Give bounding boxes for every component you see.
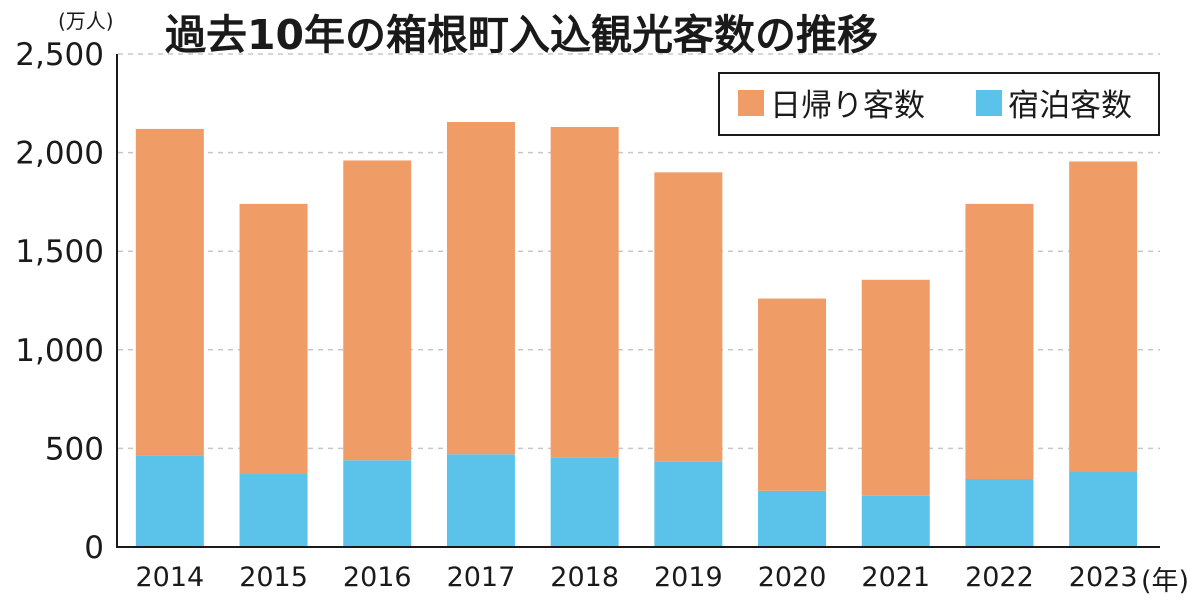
y-tick-label: 2,000 [15,136,104,172]
x-tick-label: 2017 [447,562,516,593]
y-tick-label: 500 [45,431,104,467]
x-tick-label: 2014 [135,562,204,593]
bar-segment [758,298,827,491]
bar-segment [965,203,1034,479]
x-tick-label: 2023 [1069,562,1138,593]
bar-segment [239,474,308,547]
bar-segment [135,128,204,456]
bar-segment [343,460,412,547]
y-tick-label: 1,500 [15,234,104,270]
bar-segment [758,490,827,547]
x-tick-labels: 2014 2015 2016 2017 2018 2019 2020 2021 2022 2023 [135,562,1137,593]
legend-label: 宿泊客数 [1008,88,1132,124]
x-tick-label: 2020 [758,562,827,593]
x-tick-label: 2015 [239,562,308,593]
bar-segment [239,203,308,475]
x-tick-label: 2018 [550,562,619,593]
bar-segment [1069,471,1138,547]
y-tick-label: 0 [84,530,104,566]
chart-title: 過去10年の箱根町入込観光客数の推移 [165,11,878,59]
bar-segment [654,461,723,547]
legend: 日帰り客数 宿泊客数 [718,72,1160,136]
bar-segment [550,126,619,458]
legend-swatch [976,90,1002,116]
bar-segment [446,454,515,547]
bar-segment [550,457,619,547]
legend-label: 日帰り客数 [770,88,925,124]
bar-segment [654,172,723,462]
y-tick-label: 2,500 [15,37,104,73]
y-unit-label: (万人) [58,9,114,33]
bar-segment [343,160,412,461]
bar-segment [861,495,930,547]
x-tick-label: 2016 [343,562,412,593]
bar-segment [135,455,204,547]
x-tick-label: 2019 [654,562,723,593]
x-tick-label: 2022 [965,562,1034,593]
bar-segment [446,122,515,455]
y-tick-labels: 0 500 1,000 1,500 2,000 2,500 [15,37,104,566]
x-tick-label: 2021 [861,562,930,593]
bars [135,122,1138,547]
y-tick-label: 1,000 [15,333,104,369]
bar-segment [861,279,930,496]
bar-segment [1069,161,1138,472]
axes [116,54,1160,548]
legend-swatch [738,90,764,116]
bar-segment [965,478,1034,547]
legend-box [718,72,1160,136]
x-unit-label: (年) [1141,566,1189,597]
